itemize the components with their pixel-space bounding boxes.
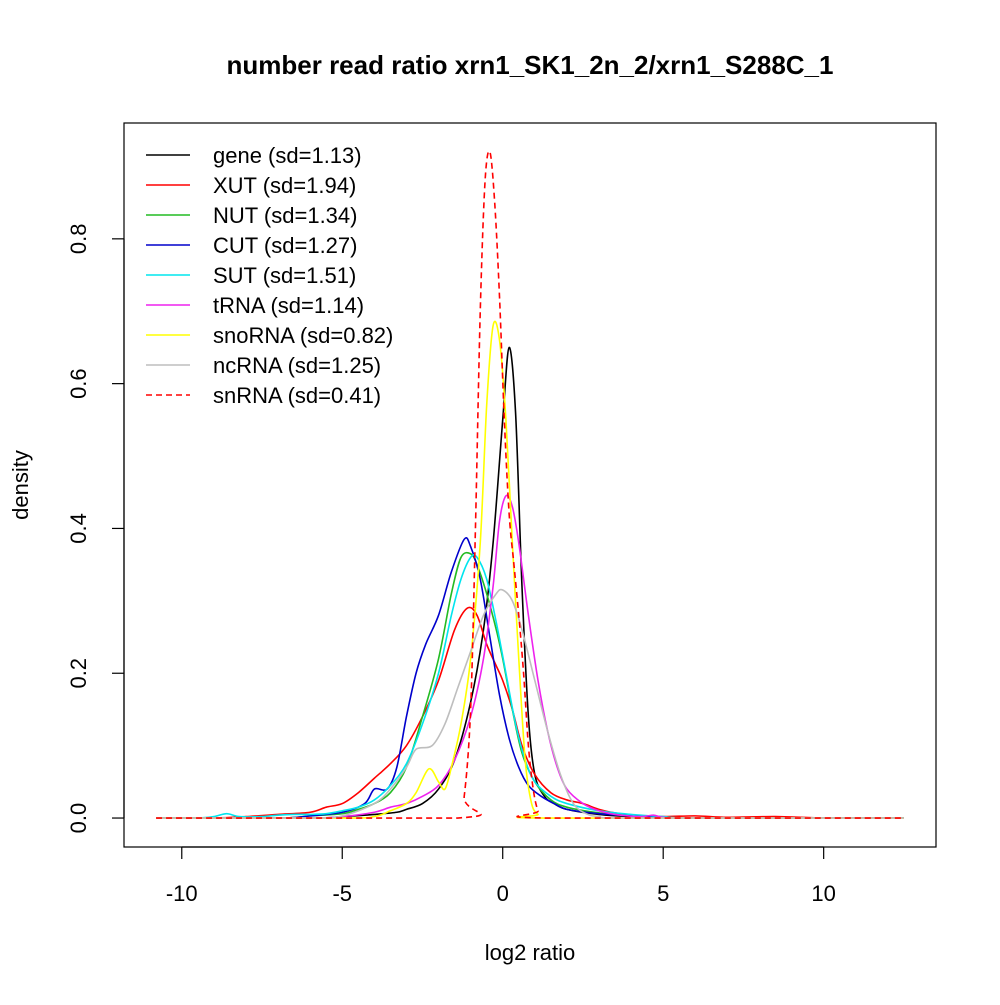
x-tick-label: 10 xyxy=(811,881,835,906)
series-line-6 xyxy=(156,320,904,819)
y-axis: 0.0 0.2 0.4 0.6 0.8 xyxy=(66,224,125,834)
x-tick-label: -10 xyxy=(166,881,198,906)
y-tick-label: 0.4 xyxy=(66,513,91,544)
chart-title: number read ratio xrn1_SK1_2n_2/xrn1_S28… xyxy=(227,50,834,80)
legend-label: NUT (sd=1.34) xyxy=(213,203,357,228)
series-layer xyxy=(156,150,904,819)
y-axis-label: density xyxy=(8,450,33,520)
y-tick-label: 0.6 xyxy=(66,368,91,399)
legend-label: ncRNA (sd=1.25) xyxy=(213,353,381,378)
series-line-3 xyxy=(156,537,904,819)
series-line-4 xyxy=(156,554,904,819)
y-tick-label: 0.8 xyxy=(66,224,91,255)
y-tick-label: 0.0 xyxy=(66,803,91,834)
x-tick-label: 0 xyxy=(497,881,509,906)
legend-label: tRNA (sd=1.14) xyxy=(213,293,364,318)
y-tick-label: 0.2 xyxy=(66,658,91,689)
series-line-5 xyxy=(156,494,904,819)
x-tick-label: 5 xyxy=(657,881,669,906)
legend-label: SUT (sd=1.51) xyxy=(213,263,356,288)
x-tick-label: -5 xyxy=(332,881,352,906)
series-line-2 xyxy=(156,551,904,819)
x-axis: -10 -5 0 5 10 xyxy=(166,846,836,906)
series-line-0 xyxy=(156,346,904,819)
legend-label: snoRNA (sd=0.82) xyxy=(213,323,393,348)
series-line-8 xyxy=(156,150,904,819)
legend-label: XUT (sd=1.94) xyxy=(213,173,356,198)
legend-label: gene (sd=1.13) xyxy=(213,143,362,168)
x-axis-label: log2 ratio xyxy=(485,940,576,965)
legend: gene (sd=1.13) XUT (sd=1.94) NUT (sd=1.34)… xyxy=(146,143,393,408)
legend-label: CUT (sd=1.27) xyxy=(213,233,357,258)
series-line-7 xyxy=(156,588,904,819)
legend-label: snRNA (sd=0.41) xyxy=(213,383,381,408)
